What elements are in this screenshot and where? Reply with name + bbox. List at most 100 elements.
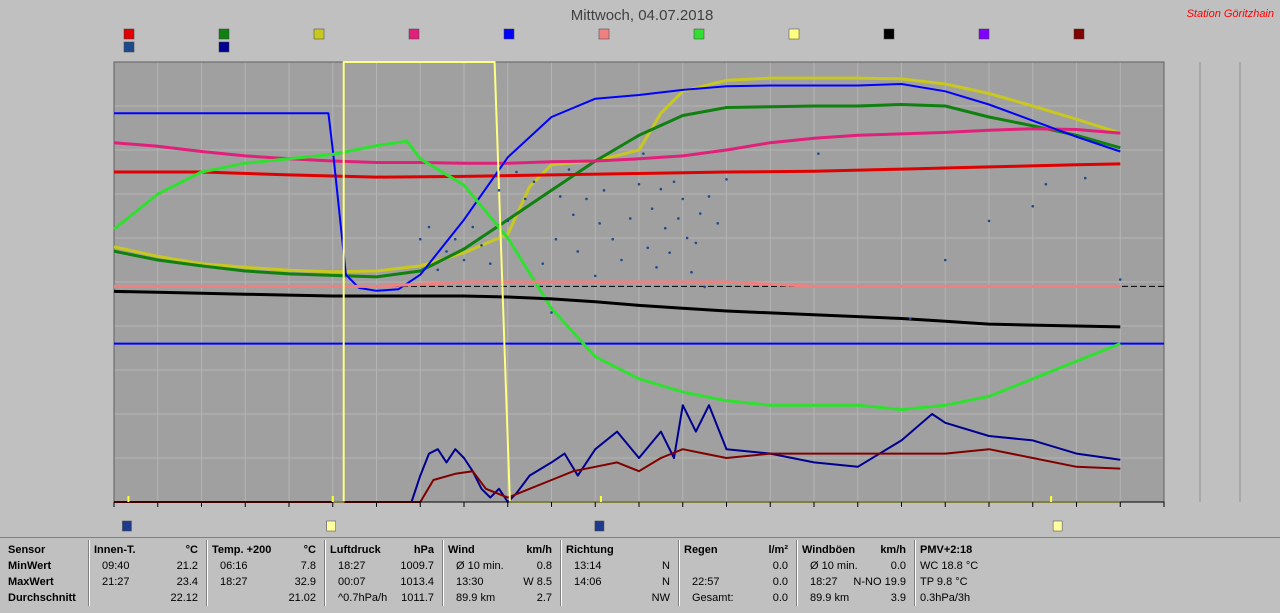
stats-cell-time: TP 9.8 °C <box>920 576 968 588</box>
stats-row: 89.9 km 3.9 <box>802 590 906 606</box>
stats-row: 06:16 7.8 <box>212 558 316 574</box>
series-line-5 <box>113 139 1121 412</box>
direction-point <box>453 237 457 241</box>
stats-row: TP 9.8 °C <box>920 574 1040 590</box>
legend-swatch <box>883 28 895 40</box>
direction-point <box>567 168 571 171</box>
stats-column: Wind km/h Ø 10 min. 0.8 13:30 W 8.5 89.9 km 2.7 <box>448 542 552 613</box>
stats-row: 0.3hPa/3h <box>920 590 1040 606</box>
direction-point <box>471 225 475 229</box>
stats-column: Windböen km/h Ø 10 min. 0.0 18:27 N-NO 19.9 89… <box>802 542 906 613</box>
series-line-3 <box>114 162 1121 179</box>
stats-cell-time: Ø 10 min. <box>810 560 858 572</box>
series-line-9 <box>114 448 1121 503</box>
stats-header-title: Innen-T. <box>94 544 136 556</box>
stats-cell-time <box>566 592 574 604</box>
stats-header-unit: °C <box>185 544 198 556</box>
series-line-8 <box>114 404 1121 503</box>
stats-row: 21.02 <box>212 590 316 606</box>
direction-point <box>690 270 693 274</box>
axes-layer <box>113 62 1241 532</box>
chart-title: Mittwoch, 04.07.2018 <box>571 7 714 24</box>
direction-point <box>611 237 615 241</box>
direction-point <box>523 197 527 201</box>
stats-header-title: Regen <box>684 544 718 556</box>
stats-cell-value: 0.0 <box>772 560 788 572</box>
stats-cell-value: 21.2 <box>176 560 198 572</box>
direction-point <box>659 187 663 191</box>
direction-point <box>598 222 601 225</box>
legend-swatch <box>123 41 135 53</box>
column-separator <box>796 540 798 606</box>
stats-cell-value: 1013.4 <box>400 576 434 588</box>
stats-cell-value: 7.8 <box>300 560 316 572</box>
direction-point <box>506 219 510 223</box>
legend-swatch <box>1073 28 1085 40</box>
stats-row: 13:14 N <box>566 558 670 574</box>
legend-swatch <box>503 28 515 40</box>
direction-point <box>716 222 720 225</box>
stats-header: Innen-T. °C <box>94 542 198 558</box>
stats-cell-time: ^0.7hPa/h <box>338 592 388 604</box>
stats-row: 09:40 21.2 <box>94 558 198 574</box>
stats-cell-time <box>212 592 220 604</box>
row-label: Sensor <box>8 544 46 556</box>
direction-point <box>817 152 820 155</box>
stats-header: Windböen km/h <box>802 542 906 558</box>
direction-point <box>427 225 431 229</box>
direction-point <box>698 212 702 215</box>
stats-row: NW <box>566 590 670 606</box>
stats-table: Sensor MinWert MaxWert Durchschnitt Innen-T.… <box>0 537 1280 609</box>
direction-point <box>541 262 545 265</box>
stats-cell-value: N-NO 19.9 <box>853 576 906 588</box>
stats-row: Ø 10 min. 0.0 <box>802 558 906 574</box>
direction-point <box>655 266 658 269</box>
stats-header-unit: hPa <box>413 544 434 556</box>
legend-swatch <box>313 28 325 40</box>
stats-cell-time: 00:07 <box>338 576 366 588</box>
direction-point <box>637 182 641 186</box>
direction-point <box>515 170 518 174</box>
stats-header-title: Wind <box>448 544 475 556</box>
legend-swatch <box>693 28 705 40</box>
direction-point <box>694 241 698 245</box>
stats-header: PMV+2:18 <box>920 542 1040 558</box>
stats-cell-time <box>94 592 102 604</box>
direction-point <box>558 195 562 198</box>
stats-header-title: Luftdruck <box>330 544 381 556</box>
stats-row: 14:06 N <box>566 574 670 590</box>
direction-point <box>462 258 466 262</box>
grid <box>113 61 1165 503</box>
direction-point <box>593 274 597 278</box>
stats-header: Regen l/m² <box>684 542 788 558</box>
stats-cell-time: 06:16 <box>220 560 248 572</box>
direction-point <box>943 258 947 262</box>
stats-row: ^0.7hPa/h 1011.7 <box>330 590 434 606</box>
stats-header-unit: km/h <box>526 544 552 556</box>
stats-cell-value: 22.12 <box>170 592 198 604</box>
direction-point <box>488 262 492 265</box>
stats-column: PMV+2:18 WC 18.8 °C TP 9.8 °C 0.3hPa/3h <box>920 542 1040 613</box>
stats-row: 22:57 0.0 <box>684 574 788 590</box>
stats-row: Gesamt: 0.0 <box>684 590 788 606</box>
stats-header: Temp. +200 °C <box>212 542 316 558</box>
stats-cell-time: 09:40 <box>102 560 130 572</box>
direction-point <box>497 189 501 192</box>
legend-swatch <box>788 28 800 40</box>
legend-swatch <box>218 28 230 40</box>
column-separator <box>324 540 326 606</box>
stats-cell-time: 13:30 <box>456 576 484 588</box>
direction-point <box>908 317 912 320</box>
stats-column: Innen-T. °C 09:40 21.2 21:27 23.4 22.12 <box>94 542 198 613</box>
stats-cell-value: 0.0 <box>772 592 788 604</box>
stats-cell-time <box>684 560 692 572</box>
stats-row: 22.12 <box>94 590 198 606</box>
stats-cell-value: 0.0 <box>772 576 788 588</box>
column-separator <box>88 540 90 606</box>
stats-header: Luftdruck hPa <box>330 542 434 558</box>
legend-swatch <box>123 28 135 40</box>
direction-point <box>1044 182 1048 186</box>
direction-point <box>1118 278 1122 281</box>
direction-point <box>707 195 711 198</box>
